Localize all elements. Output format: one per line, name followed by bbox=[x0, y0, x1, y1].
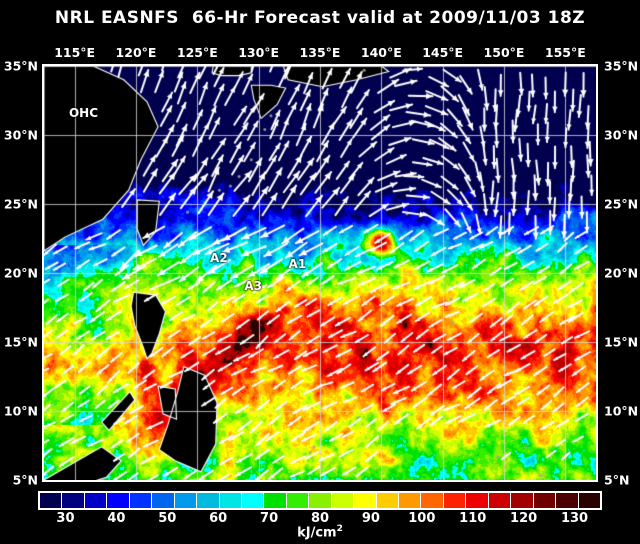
latitude-tick-label-right: 25°N bbox=[604, 196, 639, 212]
colorbar-swatch bbox=[129, 493, 153, 508]
latitude-tick-label-right: 35°N bbox=[604, 58, 639, 74]
colorbar-tick-label: 100 bbox=[408, 511, 436, 526]
colorbar-swatch bbox=[556, 493, 579, 508]
colorbar-swatch bbox=[152, 493, 175, 508]
latitude-tick-label-right: 15°N bbox=[604, 334, 639, 350]
latitude-tick-label-right: 10°N bbox=[604, 403, 639, 419]
colorbar-tick-label: 60 bbox=[209, 511, 228, 526]
colorbar-swatch bbox=[309, 493, 332, 508]
colorbar-tick-label: 130 bbox=[560, 511, 589, 526]
latitude-tick-label-left: 35°N bbox=[3, 58, 38, 74]
longitude-tick-label: 130°E bbox=[238, 45, 280, 60]
colorbar-swatch bbox=[107, 493, 130, 508]
colorbar-swatch bbox=[62, 493, 85, 508]
longitude-tick-label: 115°E bbox=[54, 45, 96, 60]
latitude-tick-label-left: 5°N bbox=[12, 472, 38, 488]
colorbar-swatch bbox=[533, 493, 557, 508]
colorbar-swatch bbox=[421, 493, 444, 508]
colorbar-tick-label: 80 bbox=[310, 511, 330, 526]
colorbar-tick-label: 70 bbox=[260, 511, 279, 526]
colorbar-swatch bbox=[399, 493, 422, 508]
colorbar-swatch bbox=[264, 493, 287, 508]
longitude-tick-label: 140°E bbox=[360, 45, 402, 60]
latitude-tick-label-right: 20°N bbox=[604, 265, 639, 281]
longitude-tick-label: 145°E bbox=[422, 45, 464, 60]
colorbar-unit-exponent: 2 bbox=[336, 524, 343, 534]
colorbar-swatch bbox=[578, 493, 600, 508]
latitude-tick-label-left: 30°N bbox=[3, 127, 38, 143]
colorbar-swatch bbox=[511, 493, 534, 508]
latitude-tick-label-left: 25°N bbox=[3, 196, 38, 212]
colorbar-swatch bbox=[241, 493, 265, 508]
latitude-tick-label-left: 15°N bbox=[3, 334, 38, 350]
colorbar-swatch bbox=[331, 493, 355, 508]
colorbar-swatch bbox=[84, 493, 108, 508]
colorbar-swatch bbox=[466, 493, 489, 508]
latitude-tick-label-right: 5°N bbox=[604, 472, 630, 488]
colorbar-tick-label: 40 bbox=[107, 511, 126, 526]
colorbar-swatch bbox=[443, 493, 467, 508]
colorbar-tick-label: 120 bbox=[510, 511, 538, 526]
page-title: NRL EASNFS 66-Hr Forecast valid at 2009/… bbox=[54, 8, 586, 28]
map-frame[interactable]: OHC A1 A2 A3 bbox=[42, 64, 598, 482]
latitude-tick-label-right: 30°N bbox=[604, 127, 639, 143]
colorbar-tick-label: 50 bbox=[158, 511, 177, 526]
colorbar-swatch bbox=[174, 493, 198, 508]
colorbar-tick-label: 30 bbox=[56, 511, 75, 526]
latitude-tick-label-left: 10°N bbox=[3, 403, 38, 419]
latitude-tick-label-left: 20°N bbox=[3, 265, 38, 281]
colorbar-swatch bbox=[197, 493, 220, 508]
colorbar-swatch bbox=[488, 493, 512, 508]
colorbar-swatch bbox=[286, 493, 310, 508]
longitude-tick-label: 125°E bbox=[176, 45, 218, 60]
longitude-tick-label: 135°E bbox=[299, 45, 341, 60]
colorbar bbox=[38, 491, 602, 510]
colorbar-swatch bbox=[354, 493, 377, 508]
colorbar-tick-label: 110 bbox=[459, 511, 487, 526]
colorbar-tick-label: 90 bbox=[361, 511, 380, 526]
colorbar-swatch bbox=[219, 493, 242, 508]
colorbar-unit-text: kJ/cm bbox=[297, 525, 337, 541]
longitude-tick-label: 120°E bbox=[115, 45, 157, 60]
ohc-heatmap-canvas[interactable] bbox=[44, 66, 596, 480]
colorbar-unit-label: kJ/cm2 bbox=[0, 524, 640, 540]
longitude-tick-label: 150°E bbox=[483, 45, 525, 60]
colorbar-swatch bbox=[376, 493, 399, 508]
colorbar-swatch bbox=[40, 493, 63, 508]
longitude-tick-label: 155°E bbox=[544, 45, 586, 60]
